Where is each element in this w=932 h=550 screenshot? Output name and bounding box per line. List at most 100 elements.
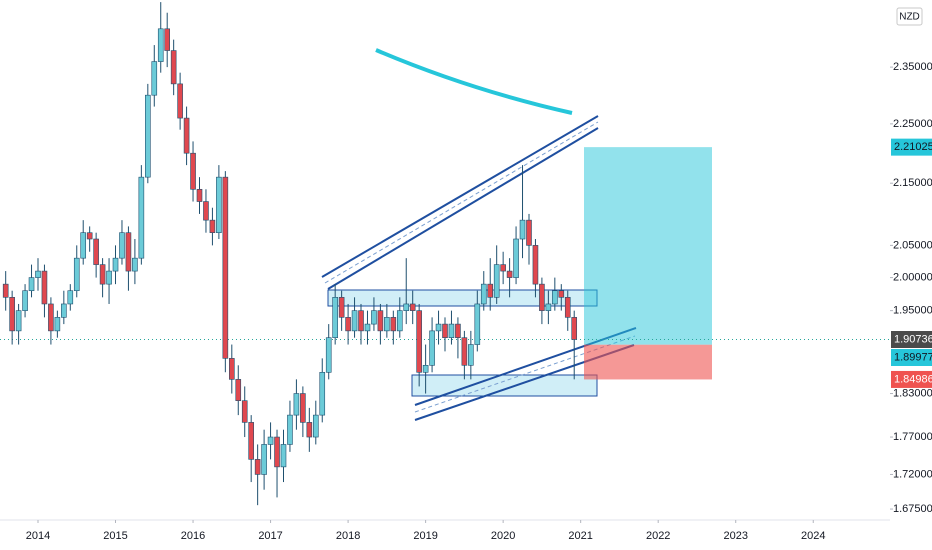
candle-body: [112, 257, 119, 272]
currency-badge: [896, 7, 923, 26]
candle-body: [28, 277, 35, 292]
candle-body: [487, 283, 494, 298]
candle-body: [164, 28, 170, 51]
candle-body: [67, 290, 74, 305]
candle-body: [170, 50, 177, 85]
candle-body: [2, 283, 9, 298]
candle-body: [280, 444, 287, 468]
candle-body: [119, 232, 125, 259]
candle-body: [54, 317, 61, 332]
candle-body: [157, 28, 164, 62]
y-tick-label: 2.25000: [893, 118, 932, 130]
drawings: [321, 48, 712, 421]
price-label-bg: [891, 138, 932, 156]
candle-body: [48, 303, 54, 332]
stop-zone: [584, 344, 712, 380]
candle-body: [73, 257, 80, 292]
channel-line: [321, 115, 599, 278]
candle-body: [145, 94, 151, 178]
price-label-bg: [891, 330, 932, 348]
candle-body: [390, 317, 397, 332]
candle-body: [429, 330, 435, 366]
candle-body: [364, 323, 371, 332]
x-tick-label: 2018: [336, 530, 360, 542]
candle-body: [345, 317, 351, 332]
x-tick-label: 2015: [103, 530, 127, 542]
y-tick-label: 1.95000: [893, 305, 932, 317]
candle-body: [403, 303, 410, 311]
y-tick-label: 1.67500: [893, 503, 932, 515]
y-tick-label: 1.77000: [893, 431, 932, 443]
candle-body: [422, 365, 429, 373]
channel-mid: [324, 121, 599, 284]
candle-body: [300, 393, 306, 423]
x-tick-label: 2017: [258, 530, 282, 542]
candle-body: [183, 117, 190, 154]
candle-body: [552, 290, 558, 305]
candle-body: [448, 323, 455, 338]
candle-body: [254, 459, 261, 475]
candle-body: [9, 297, 15, 332]
candle-body: [519, 219, 526, 240]
price-label: 2.21025: [894, 141, 932, 153]
x-tick-label: 2023: [723, 530, 747, 542]
price-label-bg: [891, 348, 932, 366]
currency: NZD: [899, 12, 920, 23]
y-tick-label: 2.05000: [893, 239, 932, 251]
candle-body: [526, 219, 532, 246]
candle-body: [35, 270, 41, 278]
x-tick-label: 2016: [181, 530, 205, 542]
candle-body: [532, 245, 539, 285]
candle-body: [22, 290, 28, 311]
candle-body: [196, 188, 203, 202]
candle-body: [125, 232, 132, 272]
candle-body: [332, 297, 338, 338]
candle-body: [377, 310, 384, 332]
candle-body: [545, 303, 552, 311]
candle-body: [235, 379, 242, 401]
x-tick-label: 2024: [801, 530, 825, 542]
price-axis-bg: [890, 0, 932, 550]
candle-body: [306, 422, 313, 438]
candle-body: [416, 310, 422, 373]
candle-body: [558, 290, 565, 298]
candle-body: [287, 414, 293, 445]
candle-body: [351, 310, 358, 332]
candle-body: [209, 219, 216, 233]
price-label-bg: [891, 370, 932, 388]
candle-body: [493, 264, 500, 298]
candle-body: [248, 422, 254, 460]
candle-body: [177, 83, 183, 119]
candle-body: [138, 176, 145, 259]
candle-body: [396, 310, 403, 332]
candle-body: [222, 176, 229, 359]
x-tick-label: 2020: [491, 530, 515, 542]
candle-body: [409, 303, 416, 311]
candle-body: [216, 176, 222, 233]
candle-body: [267, 436, 274, 445]
candle-body: [325, 337, 332, 373]
time-axis-bg: [0, 520, 890, 550]
y-tick-label: 2.00000: [893, 272, 932, 284]
candle-body: [461, 337, 468, 366]
candle-body: [474, 303, 481, 345]
y-tick-label: 2.35000: [893, 61, 932, 73]
channel-mid: [414, 335, 636, 413]
candle-body: [468, 344, 474, 366]
candle-body: [203, 201, 209, 221]
candle-body: [41, 270, 48, 305]
candle-body: [132, 257, 138, 272]
y-tick-label: 1.83000: [893, 387, 932, 399]
candle-body: [241, 400, 248, 423]
candle-body: [190, 152, 196, 190]
candle-body: [442, 323, 448, 338]
y-tick-label: 2.15000: [893, 177, 932, 189]
candle-body: [312, 414, 319, 438]
x-tick-label: 2021: [568, 530, 592, 542]
candle-body: [513, 238, 519, 278]
target-zone: [584, 147, 712, 345]
x-tick-label: 2022: [646, 530, 670, 542]
candle-body: [506, 270, 513, 278]
channel-line: [327, 127, 599, 290]
candle-body: [261, 444, 267, 475]
